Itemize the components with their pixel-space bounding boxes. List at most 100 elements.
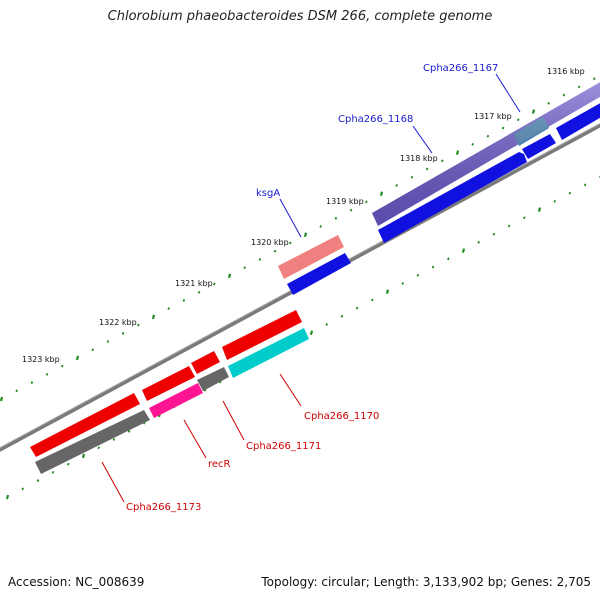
- gene-labels: Cpha266_1167 Cpha266_1168 ksgA Cpha266_1…: [126, 63, 498, 513]
- minor-tick: [507, 224, 511, 228]
- minor-tick: [577, 85, 581, 89]
- reverse-strand-features: [30, 310, 309, 474]
- gene-feature-cpha266-1168[interactable]: [378, 152, 527, 243]
- minor-tick: [273, 249, 277, 253]
- minor-tick: [501, 126, 505, 130]
- gene-label-cpha266-1167[interactable]: Cpha266_1167: [423, 63, 498, 74]
- minor-tick: [121, 331, 125, 335]
- minor-tick: [395, 184, 399, 187]
- feature-shading: [372, 82, 600, 226]
- minor-tick: [547, 101, 551, 105]
- gene-feature-blue-under-ksga[interactable]: [287, 253, 351, 295]
- minor-tick: [106, 340, 110, 343]
- minor-tick: [66, 462, 70, 466]
- minor-tick: [15, 389, 19, 393]
- major-tick: [151, 314, 156, 320]
- topology-text: Topology: circular; Length: 3,133,902 bp…: [261, 575, 591, 589]
- minor-tick: [319, 225, 323, 228]
- major-tick: [461, 248, 466, 253]
- minor-tick: [136, 323, 140, 327]
- gene-label-cpha266-1173[interactable]: Cpha266_1173: [126, 502, 201, 513]
- tick-labels: 1316 kbp 1317 kbp 1318 kbp 1319 kbp 1320…: [22, 67, 585, 364]
- minor-tick: [258, 257, 262, 261]
- major-tick: [455, 150, 460, 155]
- gene-label-cpha266-1171[interactable]: Cpha266_1171: [246, 441, 321, 452]
- gene-feature-cpha266-1173[interactable]: [30, 393, 140, 457]
- gene-feature-red-right[interactable]: [222, 310, 302, 360]
- minor-tick: [562, 93, 566, 97]
- major-tick: [5, 494, 10, 500]
- major-tick: [0, 396, 4, 402]
- minor-tick: [471, 142, 475, 146]
- minor-tick: [568, 191, 572, 195]
- major-tick: [227, 273, 232, 279]
- major-tick: [379, 191, 384, 196]
- gene-label-recr[interactable]: recR: [208, 459, 231, 470]
- minor-tick: [36, 479, 40, 482]
- tick-label: 1323 kbp: [22, 355, 60, 364]
- major-tick: [303, 232, 308, 238]
- minor-tick: [516, 118, 520, 122]
- minor-tick: [410, 175, 414, 179]
- forward-strand-features: [278, 82, 600, 295]
- major-tick: [309, 330, 314, 336]
- gene-feature-blue-small[interactable]: [522, 134, 556, 159]
- minor-tick: [592, 77, 596, 81]
- minor-tick: [30, 381, 34, 384]
- minor-tick: [355, 306, 359, 310]
- minor-tick: [583, 183, 587, 187]
- minor-tick: [364, 200, 368, 204]
- gene-feature-red-tiny[interactable]: [191, 351, 220, 374]
- gene-feature-recr[interactable]: [149, 383, 203, 418]
- minor-tick: [91, 348, 95, 352]
- accession-text: Accession: NC_008639: [8, 575, 145, 589]
- gene-label-cpha266-1170[interactable]: Cpha266_1170: [304, 411, 379, 422]
- minor-tick: [492, 232, 496, 236]
- gene-label-cpha266-1168[interactable]: Cpha266_1168: [338, 114, 413, 125]
- minor-tick: [446, 257, 450, 261]
- minor-tick: [212, 282, 216, 286]
- map-title: Chlorobium phaeobacteroides DSM 266, com…: [107, 9, 493, 24]
- minor-tick: [182, 299, 186, 302]
- minor-tick: [21, 487, 25, 491]
- tick-label: 1321 kbp: [175, 279, 213, 288]
- gene-label-ksga[interactable]: ksgA: [256, 188, 280, 199]
- gene-feature-red-small[interactable]: [142, 366, 195, 401]
- gene-feature-cpha266-1171[interactable]: [197, 367, 229, 391]
- minor-tick: [349, 208, 353, 212]
- minor-tick: [112, 438, 116, 441]
- minor-tick: [416, 273, 420, 277]
- outer-tick-track: [0, 77, 596, 402]
- tick-label: 1317 kbp: [474, 112, 512, 121]
- minor-tick: [486, 134, 490, 138]
- minor-tick: [370, 298, 374, 302]
- tick-label: 1322 kbp: [99, 318, 137, 327]
- minor-tick: [167, 307, 171, 311]
- minor-tick: [477, 240, 481, 244]
- minor-tick: [288, 241, 292, 245]
- major-tick: [385, 289, 390, 294]
- gene-feature-cpha266-1170[interactable]: [228, 328, 309, 378]
- minor-tick: [522, 216, 526, 220]
- minor-tick: [431, 265, 435, 269]
- gene-feature-ksga[interactable]: [278, 235, 344, 279]
- minor-tick: [243, 266, 247, 269]
- major-tick: [531, 109, 536, 114]
- major-tick: [75, 355, 80, 361]
- label-connectors: [101, 73, 521, 503]
- minor-tick: [127, 429, 131, 433]
- minor-tick: [401, 282, 405, 285]
- minor-tick: [45, 372, 49, 376]
- tick-label: 1316 kbp: [547, 67, 585, 76]
- gene-feature-blue-right[interactable]: [556, 101, 600, 140]
- gene-feature-grey-long[interactable]: [35, 410, 150, 474]
- minor-tick: [553, 199, 557, 203]
- tick-label: 1318 kbp: [400, 154, 438, 163]
- minor-tick: [325, 323, 329, 326]
- minor-tick: [440, 159, 444, 163]
- major-tick: [537, 207, 542, 212]
- minor-tick: [60, 364, 64, 368]
- minor-tick: [197, 290, 201, 294]
- minor-tick: [97, 446, 101, 450]
